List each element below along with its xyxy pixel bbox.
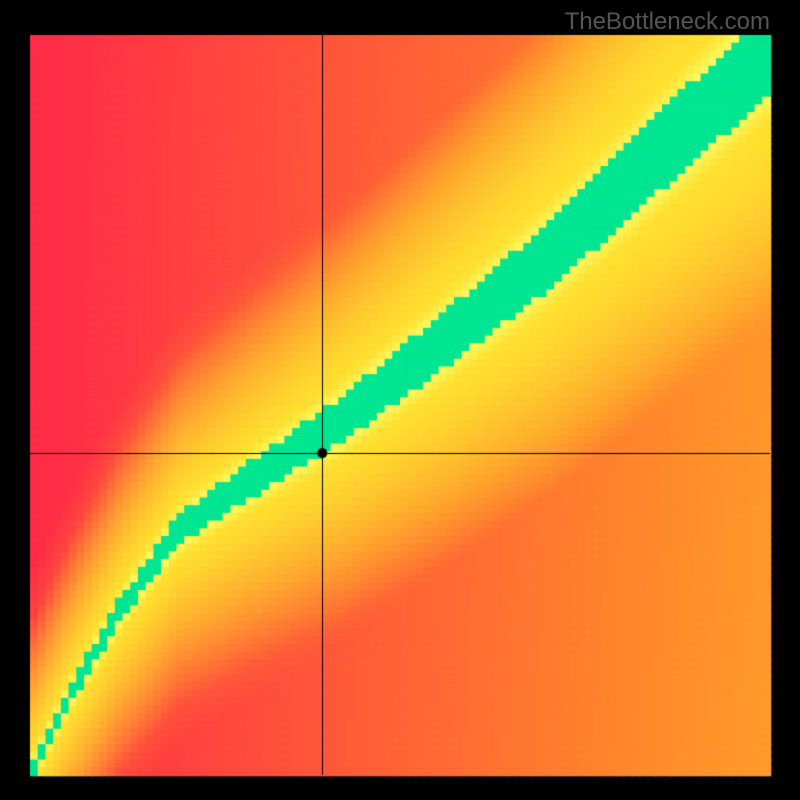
watermark-text: TheBottleneck.com: [565, 8, 770, 36]
heatmap-canvas: [0, 0, 800, 800]
